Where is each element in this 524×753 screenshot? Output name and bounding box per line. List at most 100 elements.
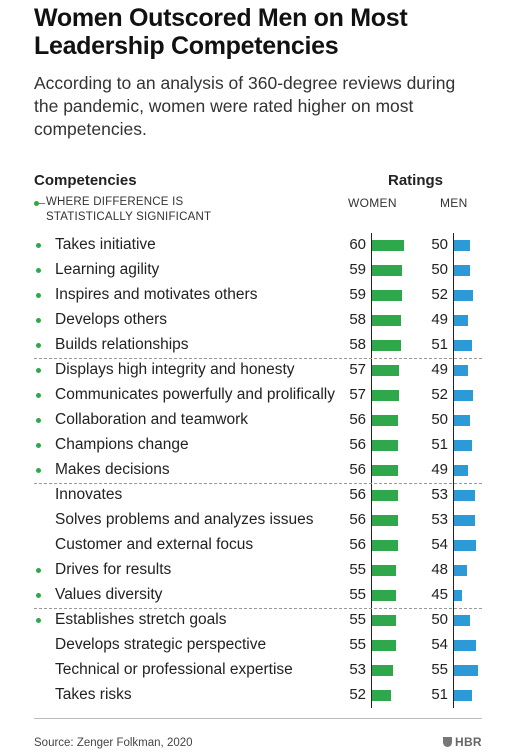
legend-line-2: STATISTICALLY SIGNIFICANT (46, 211, 212, 223)
men-axis-line (453, 608, 454, 633)
competency-row: Collaboration and teamwork 56 50 (0, 408, 524, 433)
men-bar (454, 665, 478, 676)
women-axis-line (371, 583, 372, 608)
ratings-header: Ratings (388, 172, 444, 189)
women-value-label: 59 (349, 261, 366, 278)
men-bar (454, 240, 470, 251)
men-axis-line (453, 433, 454, 458)
women-bar (372, 365, 400, 376)
women-bar (372, 315, 401, 326)
women-bar (372, 340, 401, 351)
competency-label: Inspires and motivates others (55, 286, 258, 303)
women-value-label: 55 (349, 561, 366, 578)
men-value-label: 54 (431, 536, 448, 553)
men-axis-line (453, 258, 454, 283)
men-axis-line (453, 583, 454, 608)
significance-dot-icon (36, 268, 41, 273)
men-value-label: 50 (431, 236, 448, 253)
women-axis-line (371, 258, 372, 283)
source-note: Source: Zenger Folkman, 2020 (34, 737, 193, 749)
men-column-header: MEN (440, 196, 468, 210)
significance-dot-icon (36, 443, 41, 448)
women-axis-line (371, 308, 372, 333)
women-axis-line (371, 233, 372, 258)
women-axis-line (371, 333, 372, 358)
men-value-label: 50 (431, 261, 448, 278)
men-axis-line (453, 408, 454, 433)
men-axis-line (453, 458, 454, 483)
women-value-label: 56 (349, 411, 366, 428)
women-value-label: 55 (349, 611, 366, 628)
competency-label: Customer and external focus (55, 536, 254, 553)
competency-label: Develops strategic perspective (55, 636, 267, 653)
hbr-logo: HBR (443, 735, 482, 749)
women-value-label: 53 (349, 661, 366, 678)
women-axis-line (371, 358, 372, 383)
women-bar (372, 490, 398, 501)
legend-line-1: WHERE DIFFERENCE IS (46, 196, 184, 208)
men-value-label: 49 (431, 361, 448, 378)
significance-dot-icon (36, 618, 41, 623)
women-value-label: 56 (349, 536, 366, 553)
men-bar (454, 565, 467, 576)
men-bar (454, 640, 477, 651)
men-bar (454, 415, 470, 426)
men-bar (454, 340, 472, 351)
men-axis-line (453, 333, 454, 358)
competency-row: Drives for results 55 48 (0, 558, 524, 583)
competency-label: Values diversity (55, 586, 163, 603)
group-separator (34, 483, 482, 484)
significance-dot-icon (36, 393, 41, 398)
men-axis-line (453, 483, 454, 508)
significance-legend: WHERE DIFFERENCE IS STATISTICALLY SIGNIF… (34, 195, 211, 225)
women-value-label: 55 (349, 586, 366, 603)
men-bar (454, 315, 469, 326)
women-axis-line (371, 508, 372, 533)
women-bar (372, 415, 398, 426)
women-value-label: 57 (349, 361, 366, 378)
competency-row: Solves problems and analyzes issues 56 53 (0, 508, 524, 533)
men-value-label: 50 (431, 411, 448, 428)
women-bar (372, 615, 396, 626)
men-bar (454, 390, 474, 401)
competency-row: Technical or professional expertise 53 55 (0, 658, 524, 683)
men-bar (454, 540, 477, 551)
competency-label: Communicates powerfully and prolifically (55, 386, 335, 403)
men-axis-line (453, 683, 454, 708)
hbr-shield-icon (443, 737, 452, 747)
women-bar (372, 440, 398, 451)
men-axis-line (453, 508, 454, 533)
competency-label: Establishes stretch goals (55, 611, 227, 628)
competency-label: Takes risks (55, 686, 132, 703)
men-bar (454, 515, 475, 526)
women-axis-line (371, 408, 372, 433)
competencies-header: Competencies (34, 172, 137, 189)
competency-row: Champions change 56 51 (0, 433, 524, 458)
significance-dot-icon (36, 343, 41, 348)
women-axis-line (371, 683, 372, 708)
women-bar (372, 640, 396, 651)
men-axis-line (453, 283, 454, 308)
women-column-header: WOMEN (348, 196, 397, 210)
women-axis-line (371, 633, 372, 658)
competency-label: Displays high integrity and honesty (55, 361, 295, 378)
men-value-label: 53 (431, 486, 448, 503)
competency-row: Develops strategic perspective 55 54 (0, 633, 524, 658)
competency-row: Displays high integrity and honesty 57 49 (0, 358, 524, 383)
women-axis-line (371, 533, 372, 558)
significance-dot-icon (36, 468, 41, 473)
women-bar (372, 390, 400, 401)
women-bar (372, 515, 398, 526)
men-value-label: 51 (431, 686, 448, 703)
men-value-label: 50 (431, 611, 448, 628)
women-value-label: 59 (349, 286, 366, 303)
women-bar (372, 265, 403, 276)
significance-dot-icon (36, 368, 41, 373)
men-bar (454, 590, 462, 601)
bottom-divider (34, 718, 482, 719)
competency-row: Takes initiative 60 50 (0, 233, 524, 258)
men-value-label: 48 (431, 561, 448, 578)
men-value-label: 49 (431, 311, 448, 328)
competency-label: Collaboration and teamwork (55, 411, 248, 428)
men-value-label: 45 (431, 586, 448, 603)
